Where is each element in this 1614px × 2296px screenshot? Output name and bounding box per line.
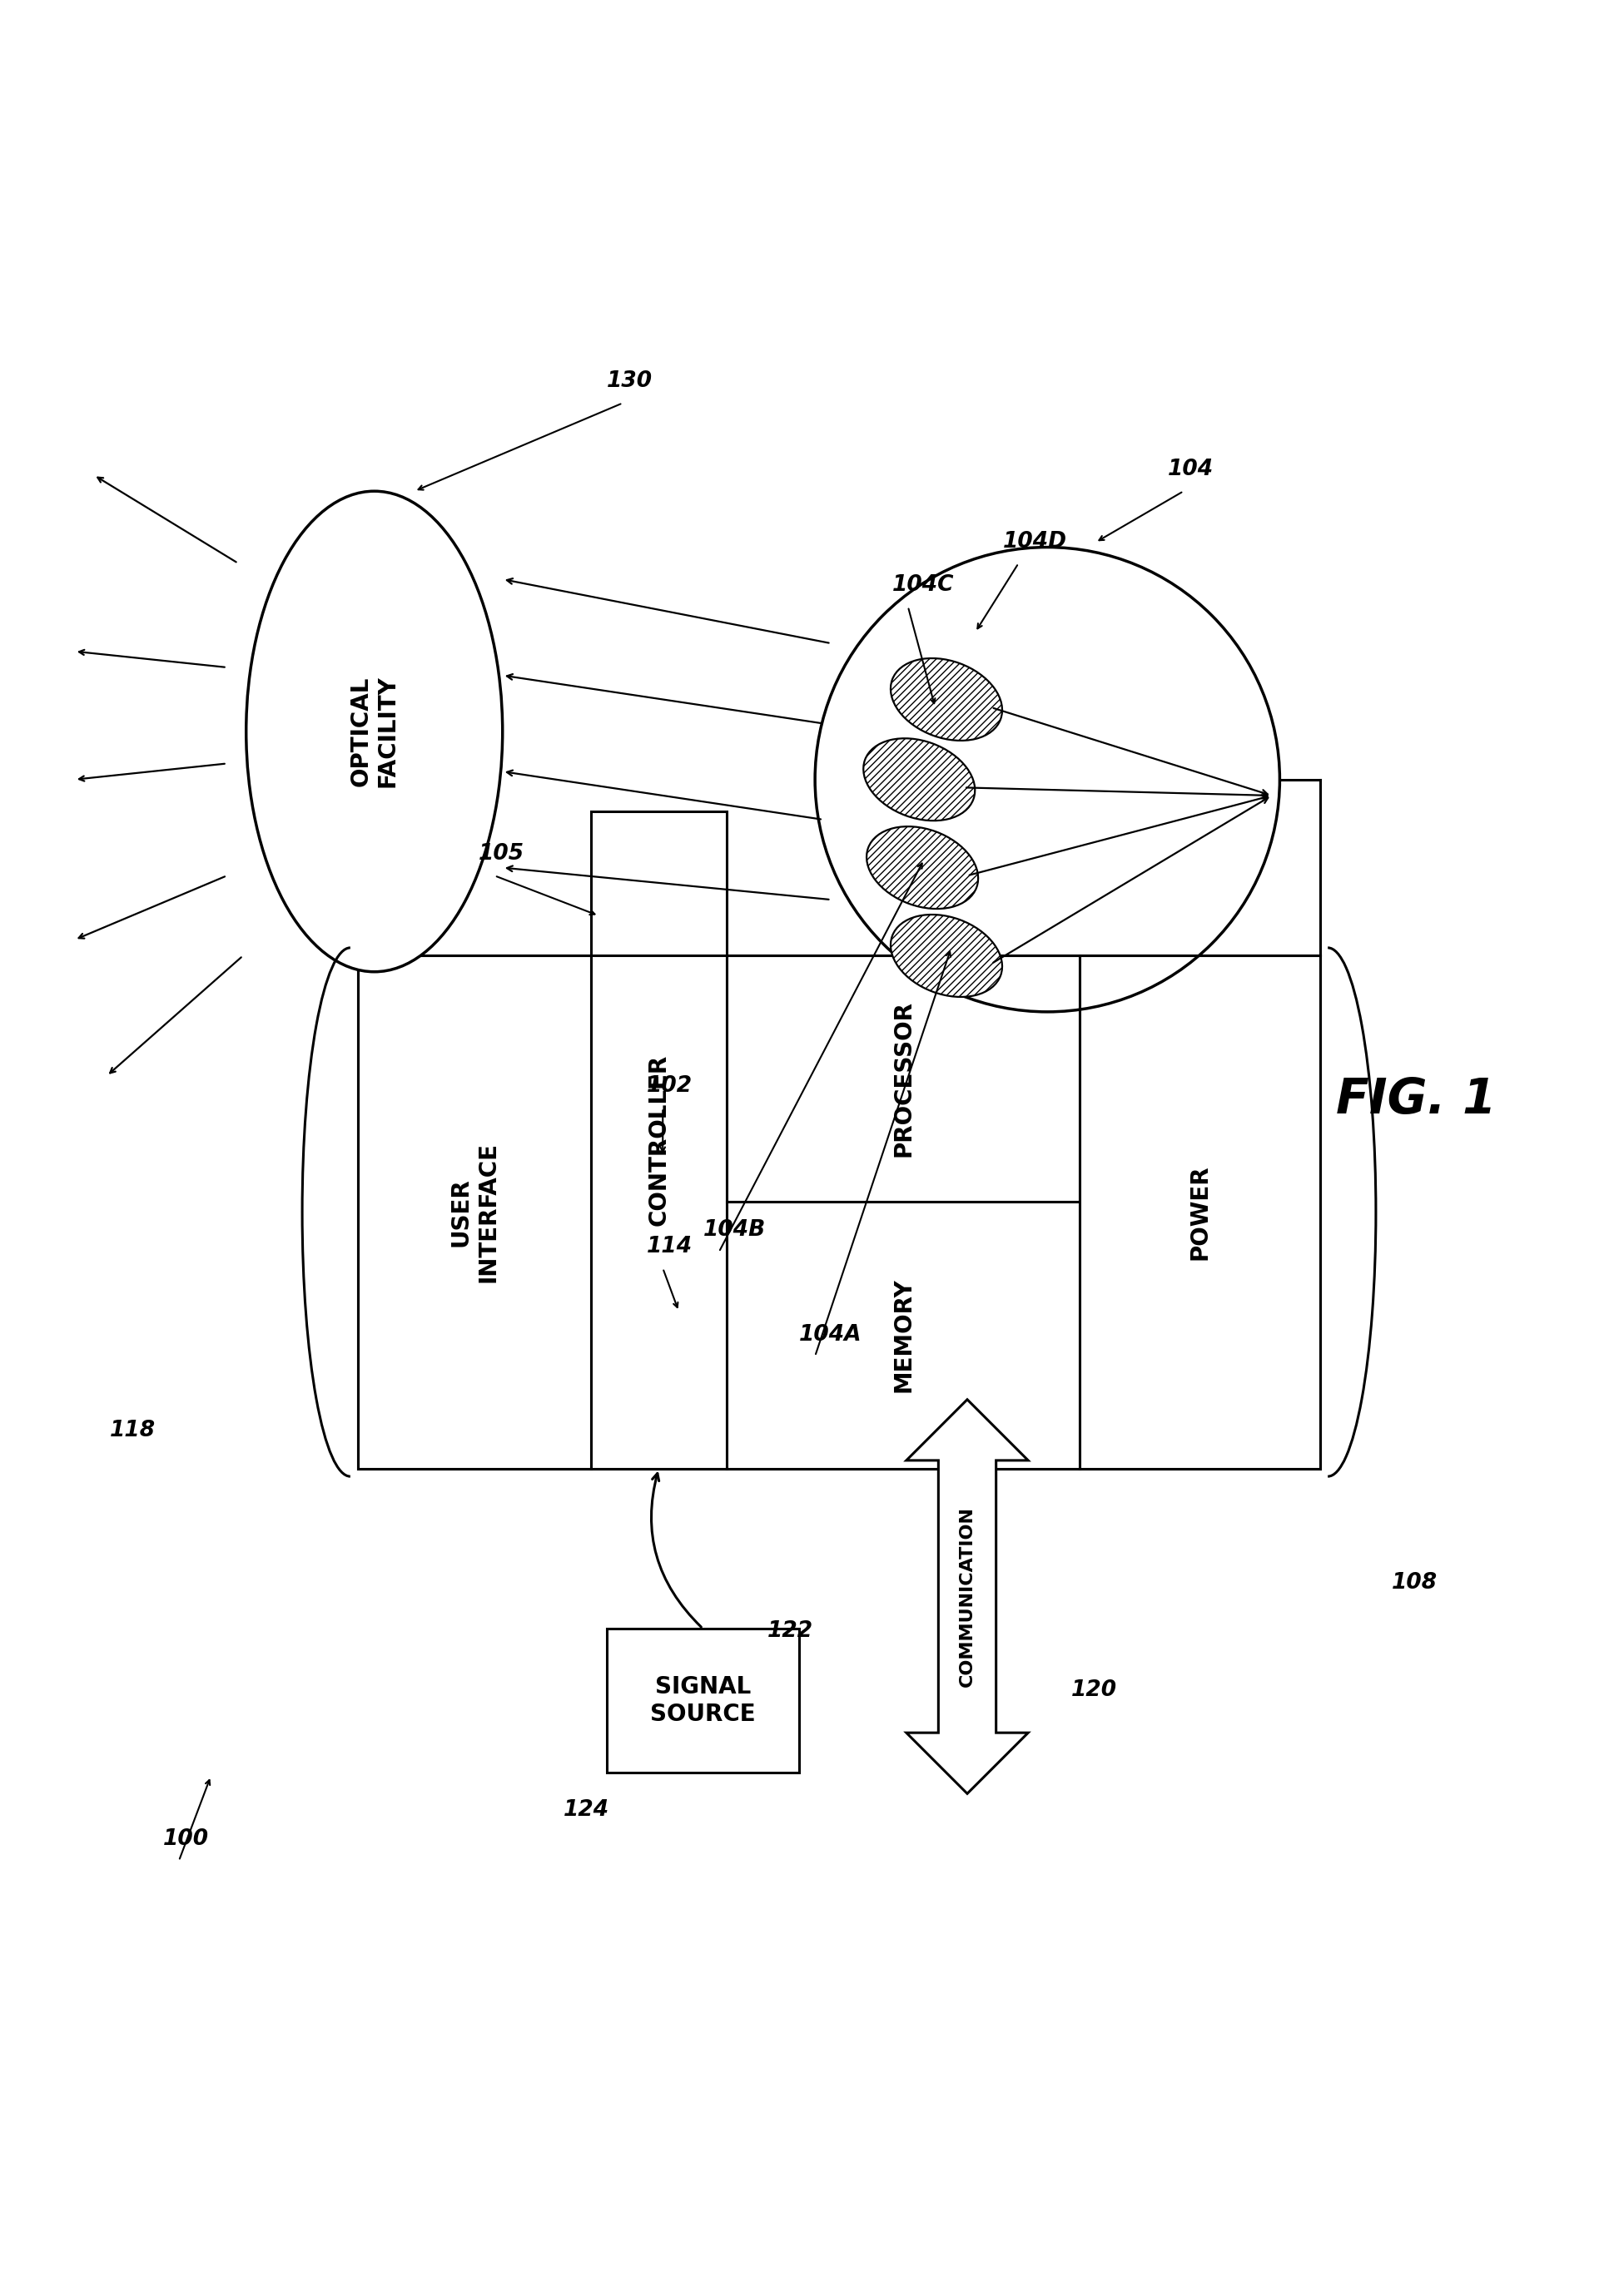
Text: CONTROLLER: CONTROLLER bbox=[647, 1054, 670, 1226]
Text: 122: 122 bbox=[767, 1621, 813, 1642]
Text: 118: 118 bbox=[110, 1419, 157, 1442]
Text: USER
INTERFACE: USER INTERFACE bbox=[449, 1141, 500, 1283]
Bar bbox=[358, 955, 591, 1469]
Ellipse shape bbox=[863, 739, 975, 820]
Bar bbox=[358, 955, 1320, 1469]
Text: 108: 108 bbox=[1391, 1573, 1438, 1593]
Text: 130: 130 bbox=[607, 370, 652, 393]
Text: SIGNAL
SOURCE: SIGNAL SOURCE bbox=[650, 1676, 755, 1727]
Text: 104D: 104D bbox=[1002, 530, 1067, 553]
Text: POWER: POWER bbox=[1188, 1164, 1210, 1261]
Text: MEMORY: MEMORY bbox=[891, 1279, 915, 1391]
Polygon shape bbox=[907, 1401, 1028, 1793]
Ellipse shape bbox=[891, 659, 1002, 742]
Text: 104: 104 bbox=[1167, 459, 1214, 480]
Text: 120: 120 bbox=[1072, 1678, 1117, 1701]
Text: OPTICAL
FACILITY: OPTICAL FACILITY bbox=[349, 675, 400, 788]
Text: 104C: 104C bbox=[893, 574, 954, 595]
Text: 105: 105 bbox=[478, 843, 525, 866]
Ellipse shape bbox=[247, 491, 502, 971]
Text: 100: 100 bbox=[163, 1828, 208, 1851]
Text: 114: 114 bbox=[647, 1235, 692, 1258]
Bar bbox=[726, 955, 1080, 1201]
Bar bbox=[726, 1201, 1080, 1469]
Text: 104B: 104B bbox=[702, 1219, 765, 1242]
Bar bbox=[607, 1628, 799, 1773]
Text: COMMUNICATION: COMMUNICATION bbox=[959, 1506, 975, 1688]
Text: 104A: 104A bbox=[799, 1322, 862, 1345]
Ellipse shape bbox=[891, 914, 1002, 996]
Ellipse shape bbox=[867, 827, 978, 909]
Text: FIG. 1: FIG. 1 bbox=[1336, 1077, 1496, 1123]
Text: 124: 124 bbox=[563, 1800, 610, 1821]
Bar bbox=[1080, 955, 1320, 1469]
Text: PROCESSOR: PROCESSOR bbox=[891, 1001, 915, 1157]
Bar bbox=[591, 810, 726, 1469]
Text: 102: 102 bbox=[647, 1075, 692, 1097]
